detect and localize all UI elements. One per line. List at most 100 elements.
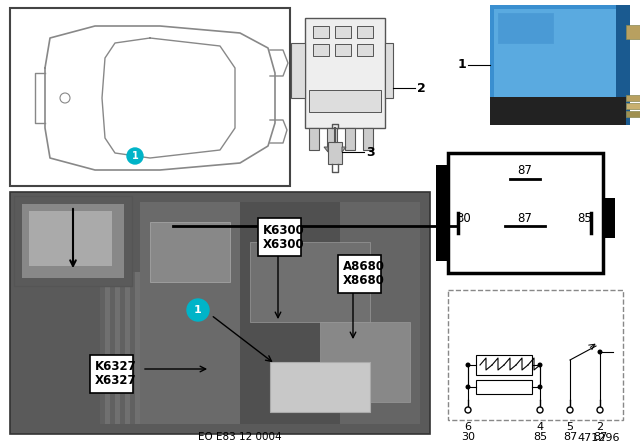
Bar [258, 218, 301, 256]
Text: 87: 87 [563, 432, 577, 442]
Text: 85: 85 [533, 432, 547, 442]
Circle shape [465, 384, 470, 389]
Bar [626, 103, 640, 109]
Text: 4: 4 [536, 422, 543, 432]
Bar [90, 355, 132, 393]
Bar [476, 380, 532, 394]
Bar [22, 204, 124, 278]
Text: 1: 1 [194, 305, 202, 315]
Bar [130, 272, 135, 424]
Bar [328, 142, 342, 164]
Bar [385, 43, 393, 98]
Bar [476, 355, 532, 375]
Bar [10, 8, 290, 186]
Bar [626, 25, 640, 39]
Text: 85: 85 [578, 211, 593, 224]
Bar [313, 44, 329, 56]
Bar [240, 202, 340, 424]
Circle shape [187, 299, 209, 321]
Bar [363, 128, 373, 150]
Bar [305, 18, 385, 128]
Text: X6300: X6300 [263, 237, 305, 250]
Bar [165, 272, 170, 424]
Bar [335, 26, 351, 38]
Text: 3: 3 [366, 146, 374, 159]
Bar [494, 9, 616, 121]
Bar [120, 272, 125, 424]
Bar [185, 272, 190, 424]
Text: 1: 1 [457, 59, 466, 72]
Bar [357, 44, 373, 56]
Bar [327, 128, 337, 150]
Text: A8680: A8680 [343, 260, 385, 273]
Circle shape [465, 407, 471, 413]
Text: X6327: X6327 [95, 375, 136, 388]
Text: 5: 5 [566, 422, 573, 432]
Circle shape [537, 407, 543, 413]
Bar [448, 290, 623, 420]
Bar [291, 43, 305, 98]
Bar [140, 272, 145, 424]
Bar [340, 202, 420, 424]
Bar [170, 272, 175, 424]
Bar [490, 97, 626, 125]
Bar [150, 272, 155, 424]
Bar [313, 26, 329, 38]
Text: K6300: K6300 [263, 224, 305, 237]
Bar [309, 90, 381, 112]
Text: 2: 2 [596, 422, 604, 432]
Circle shape [538, 384, 543, 389]
Text: K6327: K6327 [95, 361, 137, 374]
Circle shape [597, 407, 603, 413]
Bar [357, 26, 373, 38]
Text: 30: 30 [456, 211, 472, 224]
Text: 1: 1 [132, 151, 138, 161]
Bar [448, 153, 603, 273]
Circle shape [538, 362, 543, 367]
Text: EO E83 12 0004: EO E83 12 0004 [198, 432, 282, 442]
Bar [603, 198, 615, 238]
Bar [490, 5, 630, 125]
Bar [345, 128, 355, 150]
Bar [250, 242, 370, 322]
Bar [180, 272, 185, 424]
Circle shape [127, 148, 143, 164]
Bar [110, 272, 115, 424]
Bar [115, 272, 120, 424]
Bar [145, 272, 150, 424]
Text: 30: 30 [461, 432, 475, 442]
Bar [160, 272, 165, 424]
Circle shape [465, 362, 470, 367]
Bar [270, 362, 370, 412]
Bar [100, 272, 105, 424]
Bar [436, 165, 448, 261]
Text: 87: 87 [593, 432, 607, 442]
Polygon shape [342, 147, 346, 152]
Bar [626, 111, 640, 117]
Bar [338, 255, 381, 293]
Bar [498, 13, 553, 43]
Bar [626, 95, 640, 101]
Polygon shape [324, 147, 328, 152]
Bar [175, 272, 180, 424]
Text: 87: 87 [518, 164, 532, 177]
Text: 471296: 471296 [577, 433, 620, 443]
Bar [29, 211, 112, 266]
Bar [320, 322, 410, 402]
Bar [10, 192, 430, 434]
Text: X8680: X8680 [343, 275, 385, 288]
Bar [155, 272, 160, 424]
Bar [125, 272, 130, 424]
Bar [14, 196, 132, 286]
Bar [309, 128, 319, 150]
Text: 87: 87 [518, 211, 532, 224]
Circle shape [598, 349, 602, 354]
Bar [135, 272, 140, 424]
Bar [105, 272, 110, 424]
Text: 6: 6 [465, 422, 472, 432]
Bar [335, 44, 351, 56]
Bar [140, 202, 240, 424]
Circle shape [567, 407, 573, 413]
Bar [616, 5, 630, 125]
Text: 2: 2 [417, 82, 426, 95]
